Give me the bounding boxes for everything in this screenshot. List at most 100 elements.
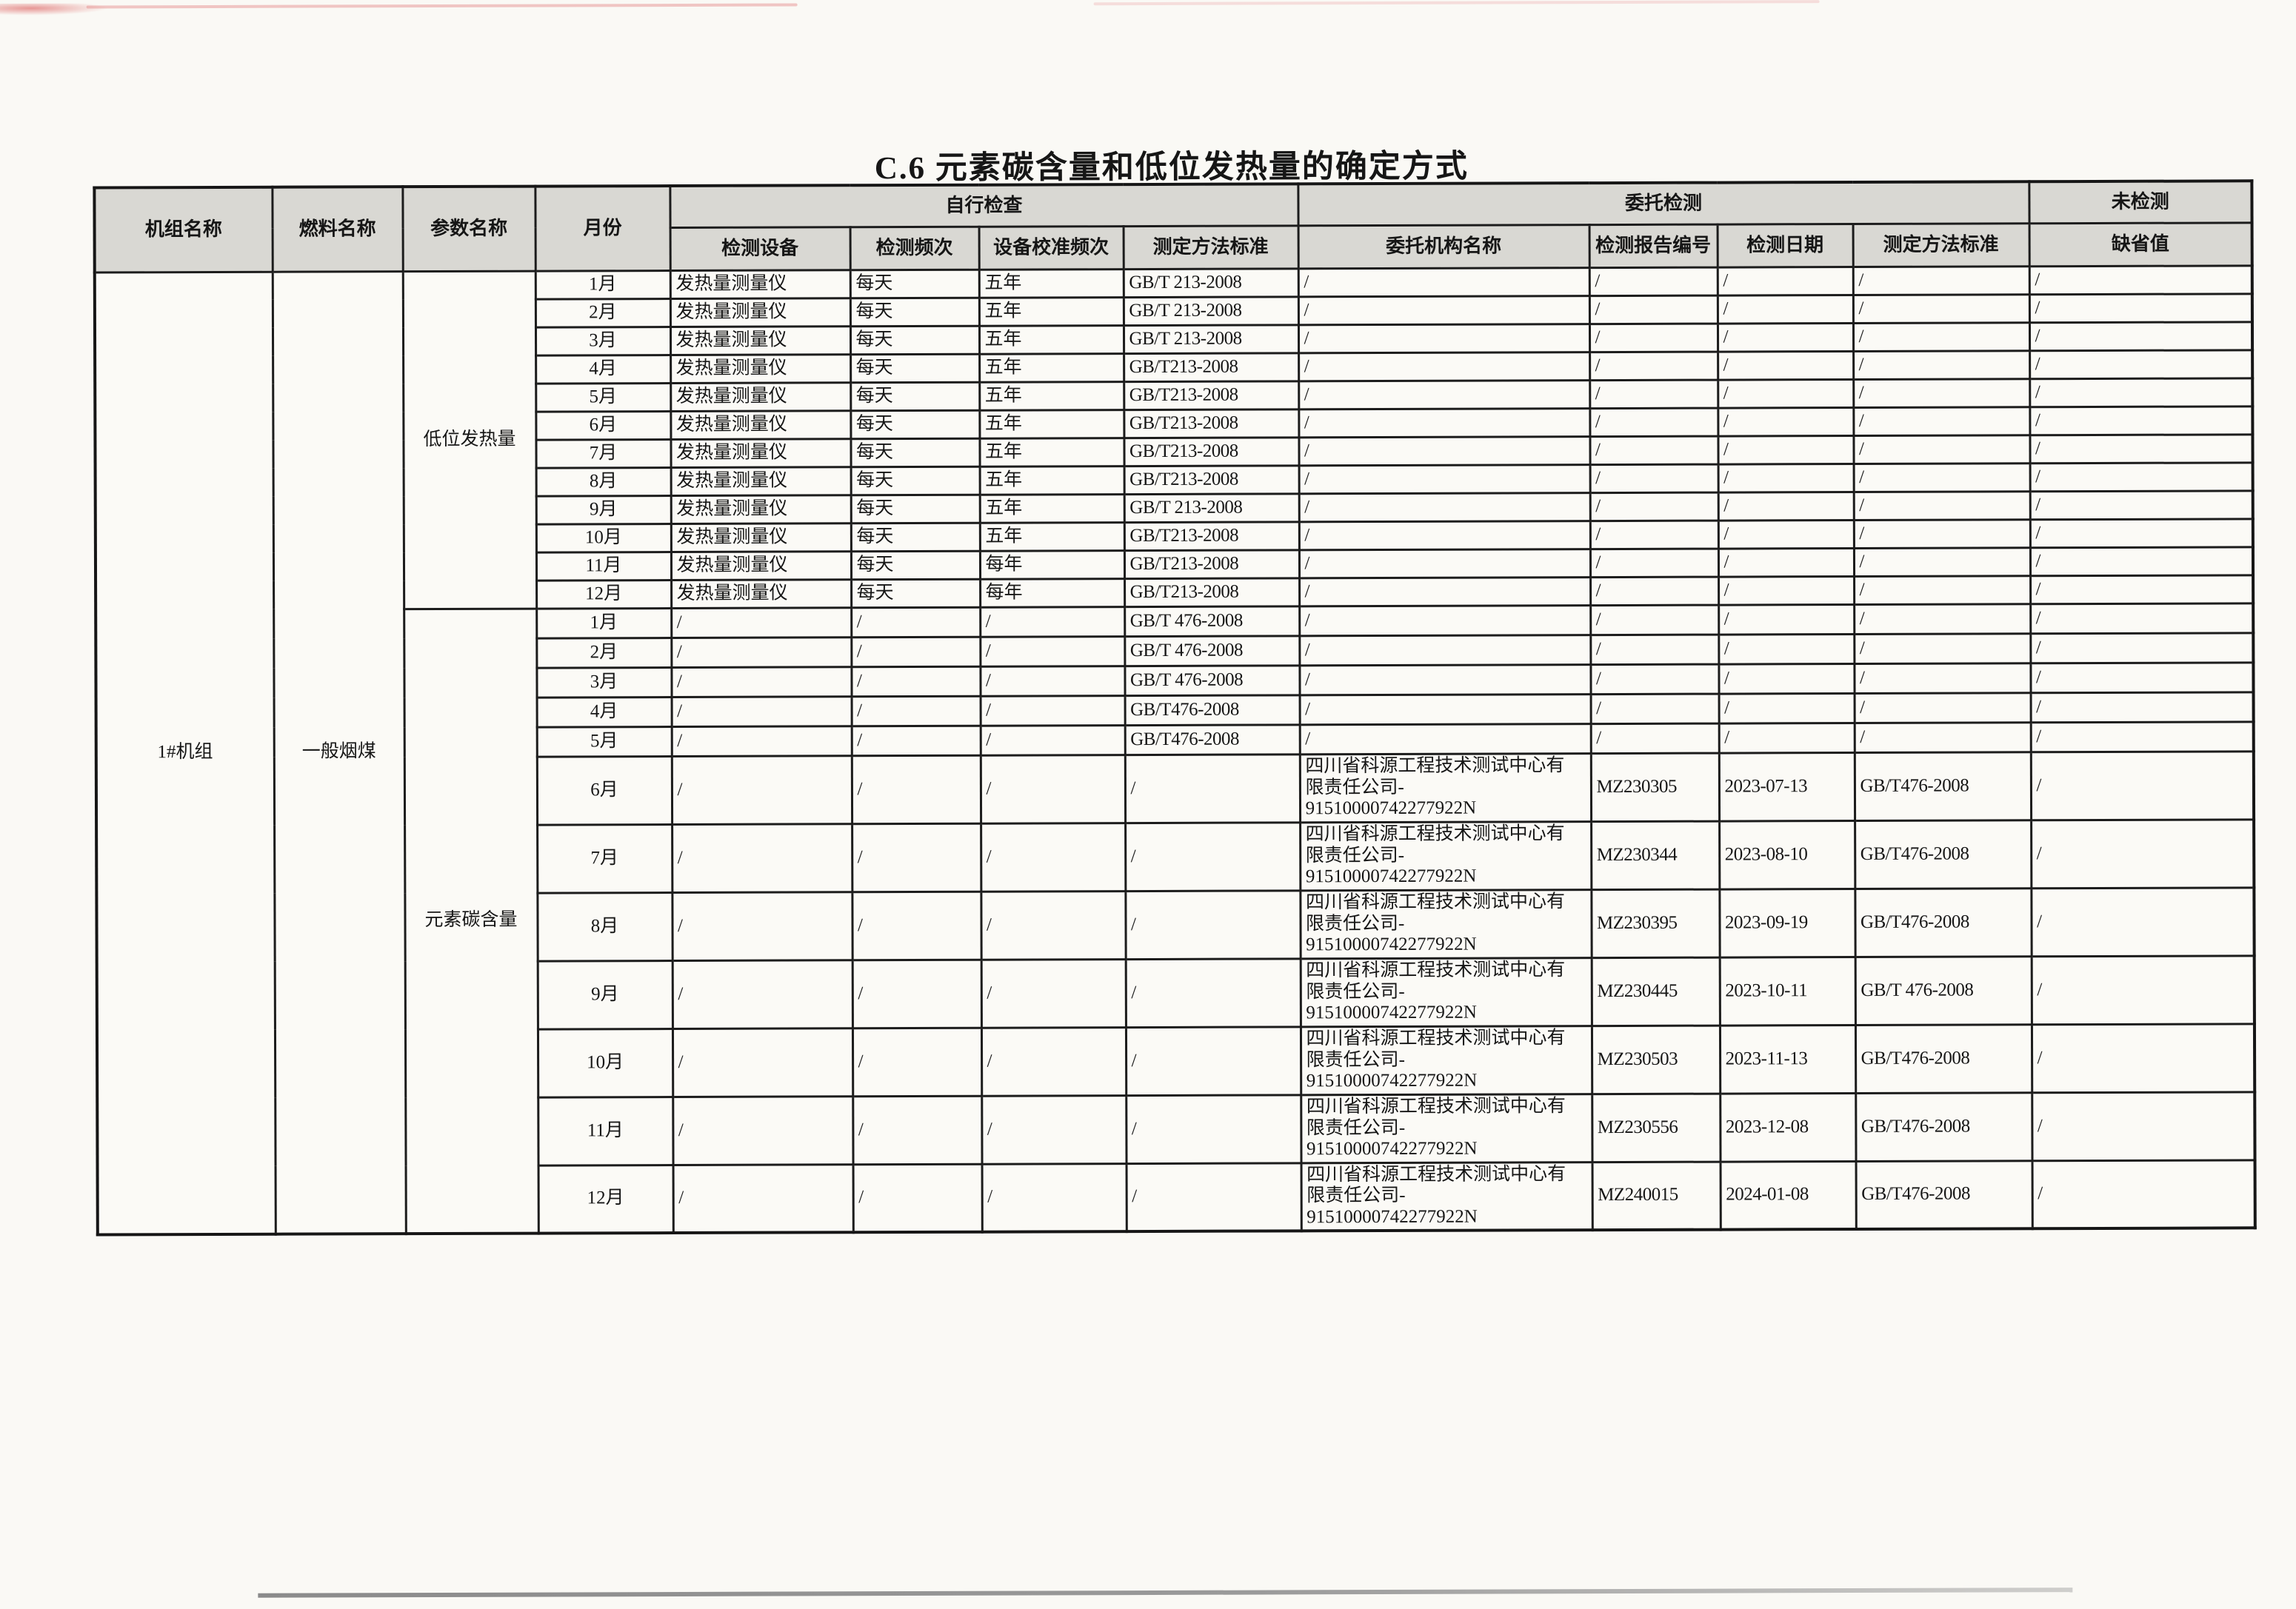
- col-header-calibration: 设备校准频次: [978, 226, 1124, 270]
- cell-default-value: /: [2030, 662, 2254, 693]
- org-name-line: /: [1305, 728, 1311, 749]
- cell-org-name: /: [1298, 521, 1590, 550]
- cell-month: 9月: [535, 495, 671, 524]
- cell-method-standard-commission: GB/T476-2008: [1855, 888, 2032, 957]
- col-header-unit: 机组名称: [94, 187, 273, 272]
- cell-device: 发热量测量仪: [670, 326, 851, 355]
- cell-calibration: /: [981, 1163, 1127, 1232]
- cell-default-value: /: [2029, 546, 2254, 576]
- org-name-line: /: [1304, 412, 1309, 432]
- col-header-fuel: 燃料名称: [272, 187, 403, 272]
- cell-report-no: /: [1590, 723, 1719, 754]
- cell-default-value: /: [2031, 955, 2255, 1025]
- cell-month: 12月: [538, 1165, 673, 1234]
- org-name-line: 91510000742277922N: [1305, 797, 1477, 819]
- scan-artifact-bottom-line: [258, 1588, 2073, 1598]
- cell-device: 发热量测量仪: [670, 495, 851, 524]
- cell-frequency: /: [852, 959, 981, 1028]
- org-name-line: 四川省科源工程技术测试中心有: [1306, 960, 1566, 981]
- cell-device: 发热量测量仪: [670, 466, 851, 496]
- cell-method-standard-self: GB/T 213-2008: [1124, 493, 1299, 523]
- cell-org-name: /: [1299, 723, 1591, 755]
- cell-default-value: /: [2030, 632, 2254, 663]
- org-name-line: /: [1304, 468, 1310, 489]
- cell-report-no: MZ230556: [1592, 1093, 1721, 1163]
- cell-frequency: 每天: [850, 381, 980, 411]
- cell-test-date: /: [1718, 723, 1855, 753]
- scan-artifact-top-line-left: [86, 3, 798, 9]
- cell-org-name: /: [1298, 549, 1591, 578]
- org-name-line: 限责任公司-: [1306, 1117, 1406, 1138]
- cell-report-no: MZ240015: [1592, 1161, 1721, 1231]
- cell-device: 发热量测量仪: [670, 410, 851, 440]
- cell-month: 2月: [535, 298, 670, 327]
- cell-test-date: 2024-01-08: [1720, 1161, 1856, 1230]
- cell-calibration: /: [981, 1027, 1127, 1096]
- cell-frequency: 每天: [850, 522, 980, 552]
- cell-device: /: [672, 823, 852, 893]
- cell-frequency: /: [851, 695, 981, 726]
- cell-method-standard-commission: /: [1852, 266, 2029, 295]
- cell-org-name: /: [1298, 295, 1589, 325]
- cell-default-value: /: [2030, 692, 2254, 723]
- group-header-untested: 未检测: [2029, 181, 2252, 224]
- org-name-line: 限责任公司-: [1305, 845, 1405, 866]
- cell-fuel-name: 一般烟煤: [272, 271, 406, 1234]
- cell-report-no: /: [1590, 693, 1719, 724]
- org-name-line: /: [1304, 524, 1310, 545]
- org-name-line: /: [1304, 581, 1310, 601]
- cell-default-value: /: [2030, 575, 2254, 604]
- org-name-line: 91510000742277922N: [1306, 1002, 1478, 1023]
- org-name-line: /: [1304, 496, 1310, 517]
- cell-report-no: MZ230344: [1591, 820, 1720, 890]
- cell-test-date: 2023-08-10: [1719, 820, 1855, 889]
- cell-org-name: 四川省科源工程技术测试中心有 限责任公司- 91510000742277922N: [1301, 1094, 1592, 1163]
- cell-calibration: /: [981, 1095, 1127, 1164]
- cell-org-name: 四川省科源工程技术测试中心有 限责任公司- 91510000742277922N: [1300, 957, 1592, 1027]
- cell-org-name: /: [1298, 380, 1590, 409]
- cell-default-value: /: [2029, 462, 2253, 492]
- cell-device: /: [671, 755, 852, 825]
- cell-month: 3月: [535, 327, 671, 355]
- cell-frequency: /: [852, 1095, 982, 1165]
- cell-method-standard-commission: /: [1853, 491, 2030, 521]
- cell-device: /: [671, 607, 852, 638]
- org-name-line: 91510000742277922N: [1306, 1138, 1478, 1160]
- cell-org-name: /: [1299, 605, 1591, 636]
- determination-method-table: 机组名称 燃料名称 参数名称 月份 自行检查 委托检测 未检测 检测设备 检测频…: [93, 179, 2257, 1237]
- cell-method-standard-self: /: [1125, 890, 1301, 960]
- cell-org-name: /: [1298, 464, 1590, 494]
- org-name-line: /: [1304, 440, 1310, 461]
- cell-org-name: /: [1299, 635, 1591, 666]
- group-header-self-test: 自行检查: [670, 184, 1298, 228]
- col-header-default-value: 缺省值: [2029, 222, 2252, 267]
- cell-report-no: /: [1589, 548, 1719, 578]
- cell-month: 5月: [536, 726, 672, 757]
- cell-test-date: 2023-09-19: [1719, 889, 1855, 957]
- org-name-line: 四川省科源工程技术测试中心有: [1306, 1163, 1566, 1185]
- cell-report-no: /: [1590, 663, 1719, 695]
- cell-calibration: /: [981, 891, 1126, 960]
- cell-default-value: /: [2030, 721, 2254, 752]
- cell-month: 4月: [536, 697, 672, 727]
- cell-method-standard-self: GB/T476-2008: [1124, 695, 1300, 726]
- cell-calibration: 五年: [979, 381, 1124, 410]
- col-header-month: 月份: [535, 186, 670, 271]
- cell-calibration: 每年: [979, 550, 1125, 579]
- cell-param-name: 低位发热量: [402, 270, 537, 609]
- cell-test-date: /: [1718, 407, 1854, 436]
- cell-report-no: /: [1589, 267, 1718, 296]
- cell-report-no: MZ230503: [1591, 1025, 1721, 1094]
- cell-month: 2月: [536, 638, 672, 668]
- org-name-line: 四川省科源工程技术测试中心有: [1305, 823, 1565, 845]
- cell-device: 发热量测量仪: [670, 438, 851, 468]
- cell-device: 发热量测量仪: [670, 354, 851, 384]
- cell-report-no: MZ230445: [1591, 957, 1720, 1026]
- cell-method-standard-self: GB/T 476-2008: [1124, 635, 1300, 666]
- cell-calibration: /: [980, 695, 1125, 726]
- cell-default-value: /: [2032, 1091, 2255, 1161]
- cell-test-date: /: [1717, 323, 1854, 352]
- cell-method-standard-self: /: [1125, 958, 1301, 1028]
- cell-test-date: /: [1718, 634, 1855, 664]
